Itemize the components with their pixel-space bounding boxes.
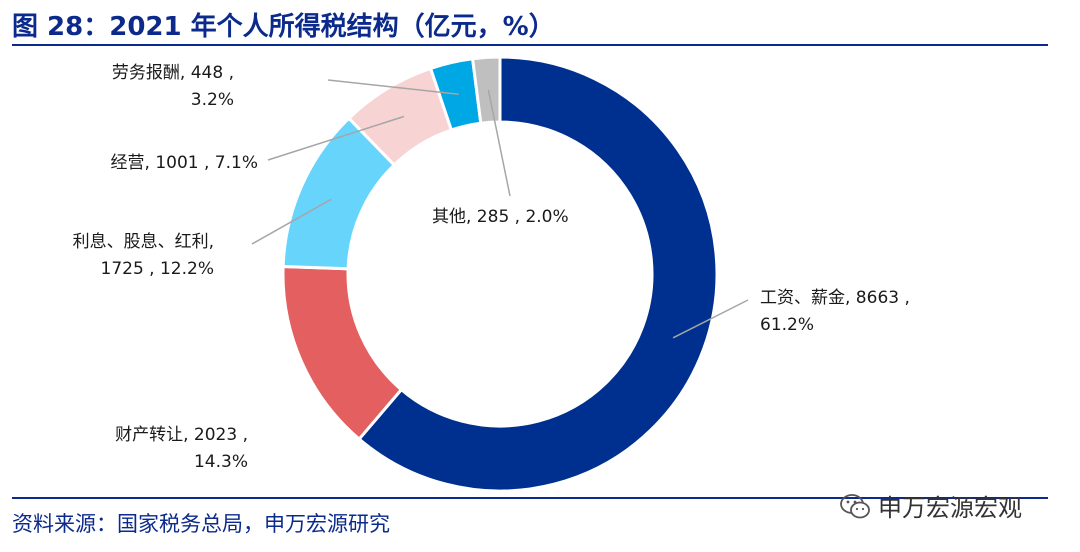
data-label-3: 利息、股息、红利, 1725 , 12.2% [73,232,214,279]
data-label-6: 其他, 285 , 2.0% [432,207,569,227]
leader-line-6 [487,89,511,197]
data-label-4: 经营, 1001 , 7.1% [111,153,258,173]
watermark: 申万宏源宏观 [838,488,1022,523]
watermark-text: 申万宏源宏观 [878,494,1022,522]
footer-divider [12,497,1048,499]
leader-line-4 [267,115,405,161]
source-note: 资料来源：国家税务总局，申万宏源研究 [12,512,390,536]
leader-line-1 [672,299,749,339]
slice-6 [470,55,502,125]
data-label-5: 劳务报酬, 448 , 3.2% [112,63,234,110]
wechat-logo-icon [840,493,870,518]
data-label-1: 工资、薪金, 8663 , 61.2% [760,288,910,335]
data-label-2: 财产转让, 2023 , 14.3% [115,425,248,472]
slice-1 [357,55,719,493]
leader-line-5 [327,79,459,95]
leader-line-3 [251,198,332,245]
title-divider [12,44,1048,46]
chart-title: 图 28：2021 年个人所得税结构（亿元，%） [12,12,555,42]
